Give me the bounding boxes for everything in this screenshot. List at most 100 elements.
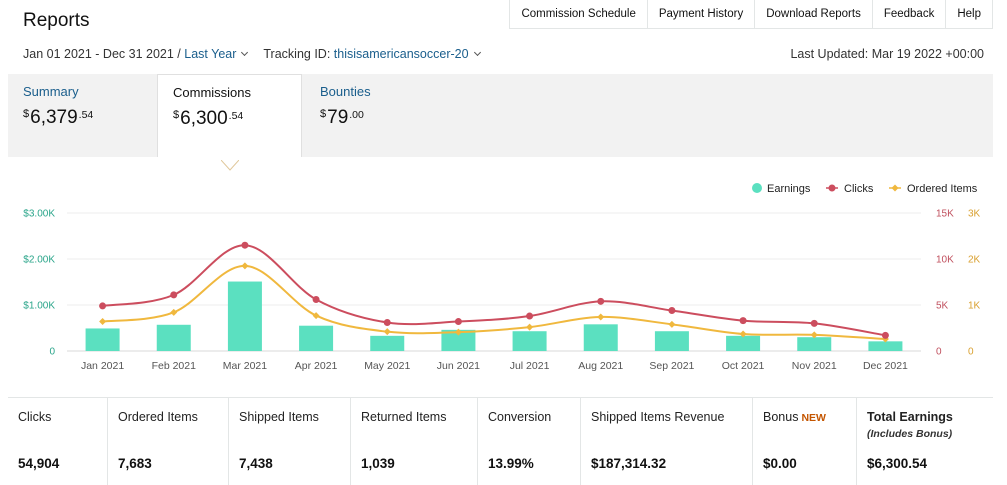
amount-cents: .00 [349, 109, 364, 121]
ordered-items-point [526, 323, 534, 331]
clicks-point [881, 331, 889, 339]
metric-bonus: Bonus NEW $0.00 [753, 398, 857, 485]
clicks-point [526, 312, 534, 320]
legend-earnings-marker [752, 183, 762, 193]
ordered-items-point [383, 328, 391, 336]
bonus-label: Bonus [763, 410, 799, 424]
tab-label: Bounties [320, 84, 371, 99]
ordered-items-point [312, 312, 320, 320]
legend-clicks-marker [828, 184, 836, 192]
earnings-bar [85, 328, 120, 351]
earnings-bar [726, 335, 761, 351]
ordered-items-point [454, 328, 462, 336]
y-right-clicks-tick-label: 10K [936, 255, 954, 266]
x-tick-label: Aug 2021 [578, 360, 623, 372]
ordered-items-point [881, 335, 889, 343]
x-tick-label: Sep 2021 [649, 360, 694, 372]
metric-shipped-items: Shipped Items 7,438 [229, 398, 351, 485]
chevron-down-icon[interactable] [241, 48, 249, 57]
metric-total-earnings: Total Earnings (Includes Bonus) $6,300.5… [857, 398, 993, 485]
y-right-clicks-tick-label: 5K [936, 301, 949, 312]
metric-label: Bonus NEW [763, 410, 856, 424]
y-right-ordered-tick-label: 0 [968, 347, 974, 358]
earnings-bar [299, 325, 334, 351]
ordered-items-point [170, 308, 178, 316]
new-badge: NEW [801, 412, 826, 424]
active-tab-pointer [221, 160, 239, 171]
metric-returned-items: Returned Items 1,039 [351, 398, 478, 485]
clicks-point [241, 241, 249, 249]
ordered-items-point [739, 330, 747, 338]
bounties-amount: $ 79 .00 [320, 107, 450, 129]
tab-summary[interactable]: Summary $ 6,379 .54 [8, 74, 153, 157]
metric-value: 54,904 [18, 456, 60, 471]
earnings-bar [512, 331, 547, 351]
tab-commissions[interactable]: Commissions $ 6,300 .54 [157, 74, 302, 160]
ordered-items-point [810, 331, 818, 339]
amount-whole: 6,300 [180, 108, 228, 129]
x-tick-label: Nov 2021 [792, 360, 837, 372]
earnings-bar [583, 324, 618, 351]
metric-value: 7,683 [118, 456, 152, 471]
tab-label: Commissions [173, 85, 252, 100]
metric-label: Ordered Items [118, 410, 198, 424]
clicks-point [597, 297, 605, 305]
commissions-amount: $ 6,300 .54 [173, 108, 301, 130]
y-left-tick-label: $2.00K [23, 255, 55, 266]
earnings-bar [654, 331, 689, 351]
x-tick-label: Mar 2021 [223, 360, 268, 372]
metric-value: $6,300.54 [867, 456, 928, 471]
download-reports-button[interactable]: Download Reports [755, 0, 873, 29]
x-tick-label: Jan 2021 [81, 360, 124, 372]
date-range: Jan 01 2021 - Dec 31 2021 / [23, 47, 181, 61]
ordered-items-point [241, 262, 249, 270]
earnings-bar [797, 337, 832, 351]
amount-cents: .54 [78, 109, 94, 121]
metric-label: Shipped Items [239, 410, 319, 424]
y-left-tick-label: $1.00K [23, 301, 55, 312]
last-updated: Last Updated: Mar 19 2022 +00:00 [790, 47, 984, 61]
metric-label: Clicks [18, 410, 52, 424]
y-right-ordered-tick-label: 2K [968, 255, 981, 266]
help-button[interactable]: Help [946, 0, 993, 29]
clicks-point [99, 302, 107, 310]
metric-value: 13.99% [488, 456, 534, 471]
legend-clicks-label: Clicks [844, 183, 874, 195]
metric-clicks: Clicks 54,904 [8, 398, 108, 485]
metric-label: Conversion [488, 410, 552, 424]
metric-shipped-items-revenue: Shipped Items Revenue $187,314.32 [581, 398, 753, 485]
tracking-id-dropdown[interactable]: thisisamericansoccer-20 [333, 47, 469, 61]
y-right-clicks-tick-label: 0 [936, 347, 942, 358]
amount-whole: 79 [327, 107, 349, 128]
currency-symbol: $ [173, 109, 180, 121]
metric-value: $0.00 [763, 456, 797, 471]
x-tick-label: May 2021 [364, 360, 410, 372]
x-tick-label: Apr 2021 [295, 360, 338, 372]
payment-history-button[interactable]: Payment History [648, 0, 756, 29]
y-right-clicks-tick-label: 15K [936, 209, 954, 220]
commission-schedule-button[interactable]: Commission Schedule [510, 0, 648, 29]
tab-band [8, 74, 993, 157]
period-dropdown[interactable]: Last Year [184, 47, 237, 61]
clicks-line [102, 244, 886, 337]
top-nav: Commission Schedule Payment History Down… [509, 0, 993, 29]
ordered-items-line [102, 264, 886, 341]
y-right-ordered-tick-label: 1K [968, 301, 981, 312]
earnings-chart: 0 0 0 $1.00K 5K 1K $2.00K 10K 2K $3.00K 15K 3K Jan 2… [23, 183, 981, 372]
summary-amount: $ 6,379 .54 [23, 107, 153, 129]
ordered-items-point [597, 313, 605, 321]
tab-bounties[interactable]: Bounties $ 79 .00 [305, 74, 450, 157]
clicks-point [810, 319, 818, 327]
x-tick-label: Dec 2021 [863, 360, 908, 372]
tab-label: Summary [23, 84, 79, 99]
clicks-point [668, 307, 676, 315]
metrics-bar: Clicks 54,904 Ordered Items 7,683 Shippe… [8, 397, 993, 485]
earnings-bar [156, 324, 191, 351]
feedback-button[interactable]: Feedback [873, 0, 947, 29]
y-left-tick-label: $3.00K [23, 209, 55, 220]
earnings-bar [227, 281, 262, 351]
chevron-down-icon[interactable] [473, 48, 481, 57]
x-tick-label: Jun 2021 [437, 360, 480, 372]
y-right-ordered-tick-label: 3K [968, 209, 981, 220]
page-title: Reports [23, 10, 90, 31]
